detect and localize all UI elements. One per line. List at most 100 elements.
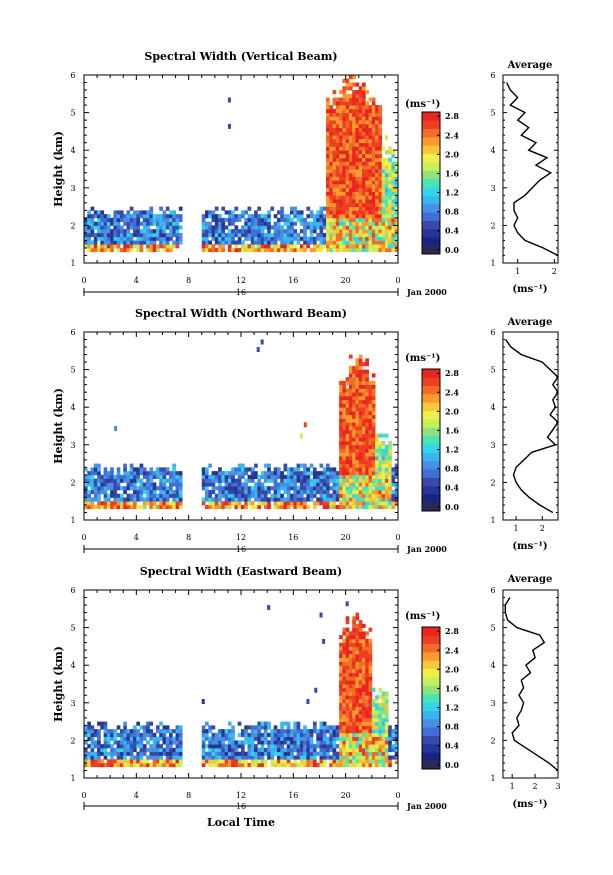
- heatmap-cell: [211, 225, 216, 230]
- heatmap-cell: [152, 474, 157, 480]
- heatmap-cell: [371, 153, 376, 159]
- heatmap-cell: [263, 497, 268, 502]
- heatmap-cell: [133, 210, 137, 215]
- heatmap-cell: [345, 474, 350, 480]
- heatmap-cell: [335, 135, 340, 140]
- heatmap-cell: [116, 725, 121, 730]
- heatmap-cell: [165, 762, 170, 768]
- heatmap-cell: [381, 232, 386, 238]
- heatmap-cell: [165, 221, 170, 226]
- heatmap-cell: [365, 388, 369, 393]
- heatmap-cell: [250, 247, 255, 253]
- heatmap-cell: [342, 240, 347, 245]
- heatmap-cell: [283, 217, 288, 223]
- heatmap-cell: [263, 762, 268, 768]
- heatmap-cell: [214, 501, 219, 506]
- heatmap-cell: [221, 736, 226, 741]
- heatmap-cell: [329, 221, 333, 226]
- heatmap-cell: [375, 699, 379, 704]
- heatmap-cell: [362, 650, 366, 655]
- heatmap-cell: [316, 210, 320, 215]
- heatmap-cell: [126, 225, 131, 230]
- heatmap-cell: [326, 744, 330, 749]
- heatmap-cell: [155, 736, 160, 741]
- heatmap-cell: [332, 142, 337, 147]
- heatmap-cell: [368, 717, 373, 722]
- heatmap-cell: [205, 210, 209, 215]
- heatmap-cell: [110, 244, 114, 249]
- heatmap-cell: [293, 232, 297, 238]
- heatmap-cell: [378, 244, 383, 249]
- heatmap-cell: [378, 489, 383, 495]
- heatmap-cell: [263, 474, 268, 480]
- heatmap-cell: [345, 195, 350, 200]
- heatmap-cell: [326, 165, 330, 170]
- heatmap-cell: [365, 699, 369, 704]
- heatmap-cell: [384, 210, 389, 215]
- heatmap-cell: [257, 762, 262, 768]
- heatmap-cell: [345, 78, 350, 83]
- heatmap-cell: [227, 482, 232, 487]
- heatmap-cell: [358, 354, 363, 359]
- heatmap-cell: [280, 751, 284, 756]
- heatmap-cell: [169, 762, 173, 768]
- colorbar-label: 0.0: [445, 760, 459, 770]
- heatmap-cell: [348, 714, 353, 719]
- heatmap-cell: [129, 504, 134, 510]
- heatmap-cell: [103, 744, 108, 749]
- heatmap-cell: [345, 691, 350, 696]
- heatmap-cell: [280, 482, 284, 487]
- heatmap-cell: [214, 497, 219, 502]
- heatmap-cell: [93, 221, 98, 226]
- heatmap-cell: [159, 217, 163, 223]
- heatmap-cell: [136, 247, 140, 253]
- heatmap-cell: [332, 116, 337, 121]
- heatmap-cell: [339, 105, 343, 110]
- heatmap-cell: [296, 721, 301, 726]
- heatmap-cell: [326, 725, 330, 730]
- heatmap-cell: [381, 501, 386, 506]
- heatmap-cell: [394, 463, 398, 468]
- heatmap-cell: [175, 751, 180, 756]
- heatmap-cell: [263, 747, 268, 753]
- heatmap-cell: [339, 225, 343, 230]
- heatmap-cell: [106, 478, 111, 483]
- heatmap-cell: [326, 112, 330, 117]
- heatmap-cell: [348, 206, 353, 211]
- heatmap-cell: [155, 759, 160, 764]
- heatmap-cell: [335, 142, 340, 147]
- heatmap-cell: [378, 478, 383, 483]
- heatmap-cell: [368, 482, 373, 487]
- heatmap-cell: [335, 221, 340, 226]
- heatmap-cell: [358, 478, 363, 483]
- heatmap-cell: [388, 755, 392, 760]
- heatmap-cell: [371, 407, 376, 412]
- heatmap-cell: [119, 751, 124, 756]
- heatmap-cell: [348, 191, 353, 196]
- heatmap-cell: [97, 747, 101, 753]
- heatmap-cell: [267, 474, 271, 480]
- heatmap-cell: [244, 501, 248, 506]
- heatmap-cell: [146, 740, 150, 745]
- heatmap-cell: [332, 165, 337, 170]
- heatmap-cell: [352, 165, 356, 170]
- heatmap-cell: [97, 755, 101, 760]
- heatmap-cell: [155, 497, 160, 502]
- heatmap-cell: [375, 176, 379, 181]
- heatmap-cell: [165, 471, 170, 476]
- heatmap-cell: [119, 210, 124, 215]
- heatmap-cell: [381, 747, 386, 753]
- heatmap-cell: [371, 414, 376, 419]
- heatmap-cell: [352, 635, 356, 640]
- heatmap-cell: [368, 755, 373, 760]
- heatmap-cell: [358, 217, 363, 223]
- heatmap-cell: [355, 680, 360, 685]
- heatmap-cell: [299, 463, 304, 468]
- heatmap-cell: [234, 747, 239, 753]
- heatmap-cell: [290, 478, 294, 483]
- heatmap-cell: [214, 236, 219, 241]
- heatmap-cell: [358, 751, 363, 756]
- heatmap-cell: [129, 751, 134, 756]
- heatmap-cell: [257, 740, 262, 745]
- heatmap-cell: [303, 471, 307, 476]
